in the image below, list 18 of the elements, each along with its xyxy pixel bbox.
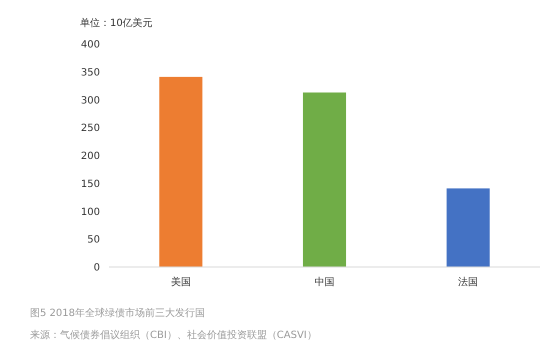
x-tick-label: 法国 bbox=[458, 276, 478, 288]
y-tick-label: 50 bbox=[87, 234, 100, 246]
y-tick-label: 300 bbox=[80, 95, 100, 106]
x-tick-label: 美国 bbox=[170, 276, 191, 288]
y-axis-title: 单位：10亿美元 bbox=[80, 17, 153, 29]
source-note: 来源：气候债券倡议组织（CBI）、社会价值投资联盟（CASVI） bbox=[30, 329, 317, 341]
y-tick-label: 400 bbox=[80, 40, 100, 50]
y-tick-label: 350 bbox=[80, 67, 100, 78]
y-tick-label: 200 bbox=[80, 151, 100, 162]
y-tick-label: 0 bbox=[94, 262, 100, 274]
y-tick-label: 150 bbox=[80, 178, 100, 190]
y-tick-label: 250 bbox=[80, 123, 100, 134]
bar bbox=[302, 92, 346, 267]
x-tick-label: 中国 bbox=[314, 276, 334, 288]
bar bbox=[159, 76, 202, 267]
bar bbox=[446, 188, 490, 267]
y-tick-label: 100 bbox=[80, 206, 100, 218]
caption: 图5 2018年全球绿债市场前三大发行国 bbox=[30, 307, 205, 319]
